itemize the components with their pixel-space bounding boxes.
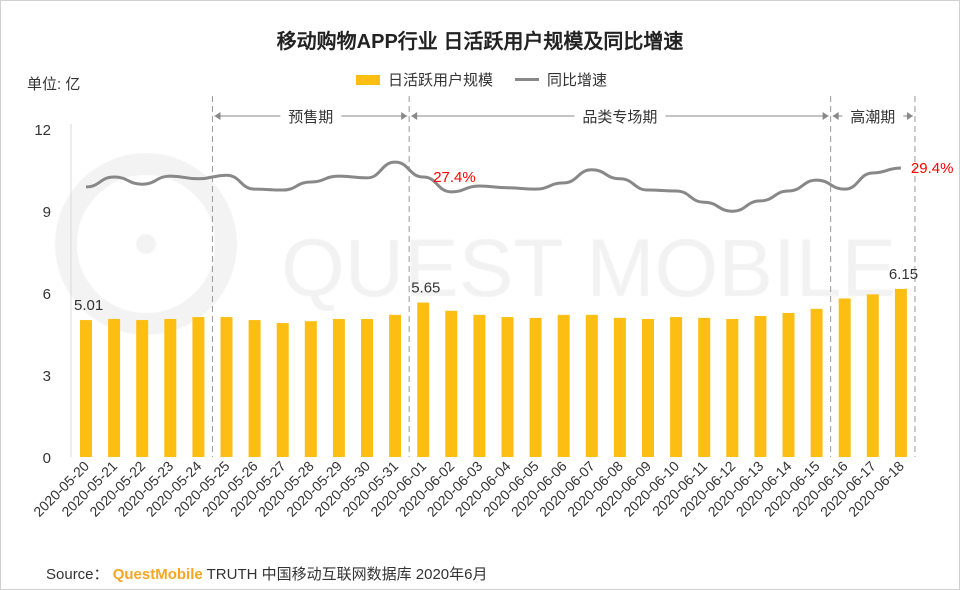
bar <box>361 318 373 457</box>
arrow-head-right <box>906 112 913 120</box>
y-tick-label: 3 <box>43 368 51 385</box>
bar <box>108 318 121 457</box>
bar <box>501 317 514 457</box>
arrow-head-left <box>411 112 418 120</box>
bar <box>838 298 851 457</box>
y-axis-unit-label: 单位: 亿 <box>27 76 81 93</box>
bar <box>866 294 879 457</box>
bar <box>585 314 598 457</box>
period-label: 预售期 <box>288 109 333 126</box>
bar <box>389 314 402 457</box>
bar <box>164 318 177 457</box>
legend-line-label: 同比增速 <box>547 72 608 89</box>
bar-value-label: 5.01 <box>74 297 103 314</box>
growth-line <box>85 160 901 213</box>
arrow-head-right <box>822 112 829 120</box>
y-tick-label: 12 <box>34 122 51 139</box>
legend: 日活跃用户规模 同比增速 <box>356 69 607 90</box>
legend-line-swatch <box>515 78 540 81</box>
bar <box>642 318 654 457</box>
bar <box>220 317 233 457</box>
bar <box>445 310 458 457</box>
bar <box>894 288 907 457</box>
bar <box>754 315 767 457</box>
source-prefix: Source： <box>46 566 109 583</box>
bar <box>136 320 149 457</box>
source-brand: QuestMobile <box>112 566 203 583</box>
bar <box>670 317 683 457</box>
arrow-head-left <box>214 112 221 120</box>
bar <box>417 302 430 457</box>
source-text: TRUTH 中国移动互联网数据库 2020年6月 <box>206 566 488 583</box>
chart-title: 移动购物APP行业 日活跃用户规模及同比增速 <box>276 31 684 53</box>
period-label: 高潮期 <box>850 109 895 126</box>
growth-value-label: 29.4% <box>911 160 954 177</box>
bar <box>726 318 739 457</box>
bar-value-label: 5.65 <box>411 280 440 297</box>
arrow-head-right <box>401 112 408 120</box>
watermark-image <box>1 1 959 561</box>
growth-value-label: 27.4% <box>433 169 476 186</box>
y-tick-label: 9 <box>43 204 51 221</box>
bar <box>613 317 626 457</box>
bar <box>698 317 711 457</box>
bar <box>810 308 823 457</box>
bar <box>557 314 570 457</box>
bar <box>276 323 289 457</box>
legend-bar-label: 日活跃用户规模 <box>388 72 494 89</box>
bar <box>473 314 486 457</box>
period-label: 品类专场期 <box>582 109 657 126</box>
y-tick-label: 6 <box>43 286 51 303</box>
bar <box>332 318 345 457</box>
bar <box>80 320 92 457</box>
bar <box>304 321 317 457</box>
bar <box>192 317 205 457</box>
bar <box>248 320 261 457</box>
bar <box>529 317 542 457</box>
legend-bar-swatch <box>356 74 380 85</box>
y-tick-label: 0 <box>43 450 51 467</box>
bar <box>782 312 795 457</box>
bar-value-label: 6.15 <box>889 266 918 283</box>
arrow-head-left <box>832 112 839 120</box>
source-note: Source： QuestMobile TRUTH 中国移动互联网数据库 202… <box>46 563 488 584</box>
